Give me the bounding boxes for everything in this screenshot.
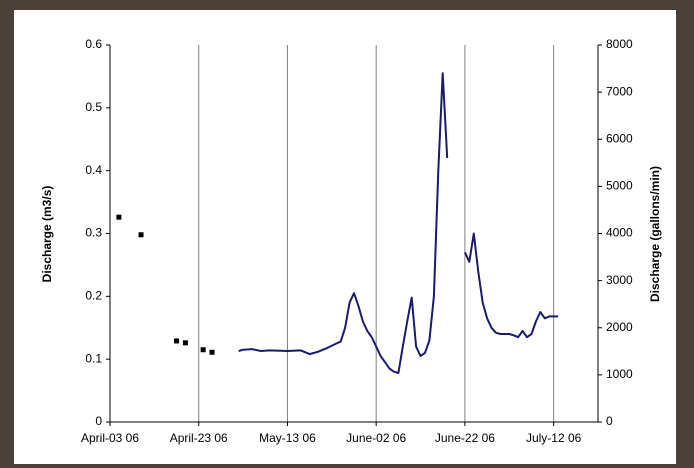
y2-tick-label: 1000 <box>606 367 633 381</box>
x-tick-label: April-03 06 <box>81 431 139 445</box>
y-tick-label: 0.2 <box>85 289 102 303</box>
chart: Discharge (m3/s) Discharge (gallons/min)… <box>0 0 694 468</box>
x-tick-label: April-23 06 <box>170 431 228 445</box>
y-tick-label: 0 <box>95 414 102 428</box>
y-tick-label: 0.5 <box>85 100 102 114</box>
point <box>174 338 179 343</box>
chart-panel <box>14 10 676 464</box>
y-tick-label: 0.4 <box>85 163 102 177</box>
x-tick-label: May-13 06 <box>259 431 316 445</box>
page: {"chart_data": {"type": "line", "y_label… <box>0 0 694 468</box>
y2-tick-label: 7000 <box>606 84 633 98</box>
y-tick-label: 0.1 <box>85 351 102 365</box>
y2-tick-label: 6000 <box>606 131 633 145</box>
x-tick-label: July-12 06 <box>526 431 582 445</box>
y2-tick-label: 5000 <box>606 179 633 193</box>
point <box>139 232 144 237</box>
x-tick-label: June-02 06 <box>346 431 406 445</box>
y2-tick-label: 4000 <box>606 226 633 240</box>
y2-tick-label: 8000 <box>606 37 633 51</box>
point <box>210 350 215 355</box>
y-axis-label: Discharge (m3/s) <box>40 186 54 283</box>
point <box>201 347 206 352</box>
point <box>116 215 121 220</box>
y2-axis-label: Discharge (gallons/min) <box>648 166 662 302</box>
y-tick-label: 0.3 <box>85 226 102 240</box>
y2-tick-label: 2000 <box>606 320 633 334</box>
y2-tick-label: 0 <box>606 414 613 428</box>
point <box>183 340 188 345</box>
y-tick-label: 0.6 <box>85 37 102 51</box>
x-tick-label: June-22 06 <box>435 431 495 445</box>
y2-tick-label: 3000 <box>606 273 633 287</box>
